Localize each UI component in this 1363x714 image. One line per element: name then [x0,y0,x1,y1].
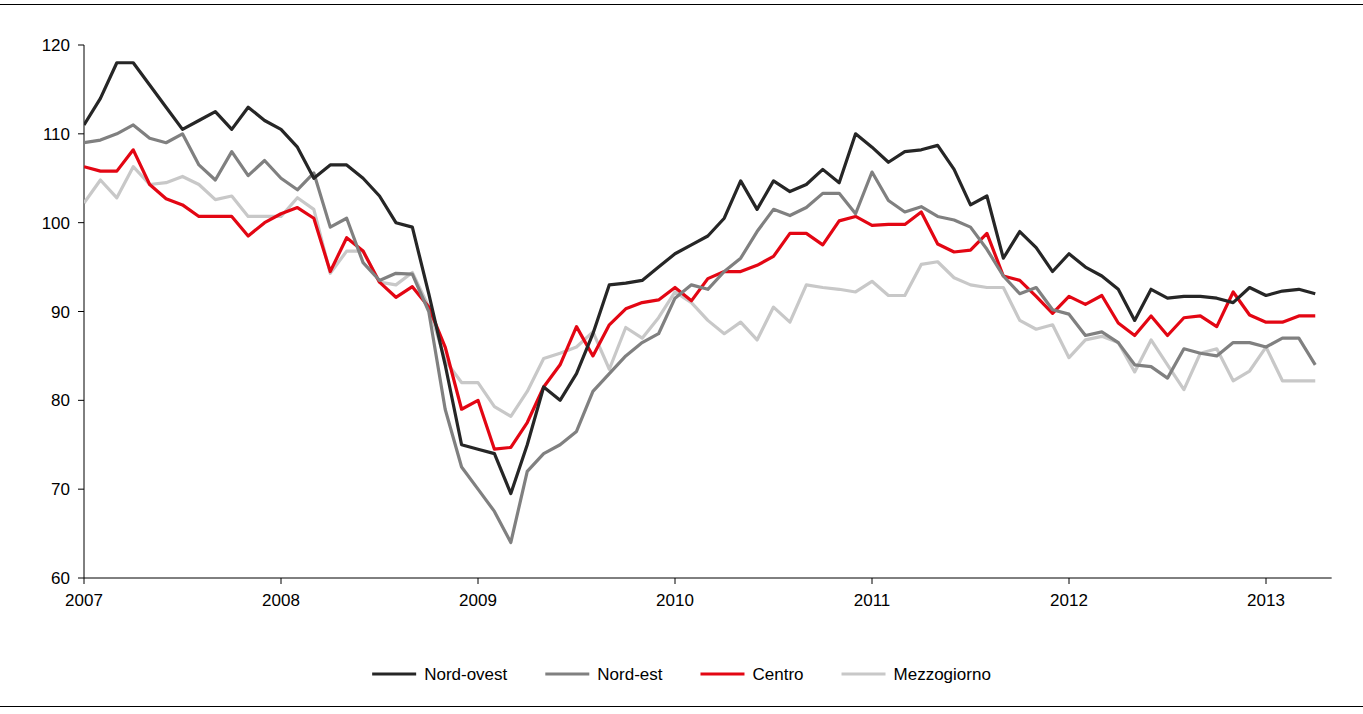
legend-swatch [842,672,886,675]
legend-swatch [372,672,416,675]
top-rule [0,4,1363,5]
plot-area [84,63,1315,543]
x-tick [872,578,873,584]
y-tick [78,578,84,579]
series-line [84,150,1315,449]
x-tick-label: 2011 [854,591,891,610]
x-tick-label: 2009 [459,591,497,610]
legend-label: Mezzogiorno [894,665,991,684]
x-tick [1069,578,1070,584]
legend: Nord-ovest Nord-est Centro Mezzogiorno [372,665,991,684]
x-tick-label: 2013 [1247,591,1285,610]
y-tick-label: 60 [51,569,70,588]
x-tick [281,578,282,584]
series-line [84,63,1315,494]
x-tick-label: 2007 [65,591,103,610]
x-axis [84,578,1332,579]
y-tick [78,489,84,490]
y-tick-label: 110 [43,125,70,144]
legend-swatch [700,672,744,675]
y-tick-label: 80 [51,391,70,410]
x-tick [675,578,676,584]
chart: 60 70 80 90 100 110 120 2007 2008 2009 2010 2011 201… [0,0,1363,714]
y-tick-label: 100 [42,214,70,233]
legend-swatch [545,672,589,675]
y-tick [78,311,84,312]
x-tick-label: 2012 [1050,591,1088,610]
legend-label: Nord-ovest [424,665,507,684]
x-tick [1266,578,1267,584]
legend-label: Nord-est [597,665,662,684]
legend-label: Centro [752,665,803,684]
y-tick [78,45,84,46]
y-tick-label: 90 [51,303,70,322]
y-tick [78,222,84,223]
x-tick-label: 2010 [656,591,694,610]
x-tick [478,578,479,584]
y-tick-label: 70 [51,480,70,499]
y-tick-label: 120 [42,36,70,55]
y-tick [78,400,84,401]
y-tick [78,133,84,134]
bottom-rule [0,706,1363,707]
x-tick-label: 2008 [262,591,300,610]
series-line [84,125,1315,543]
x-tick [84,578,85,584]
